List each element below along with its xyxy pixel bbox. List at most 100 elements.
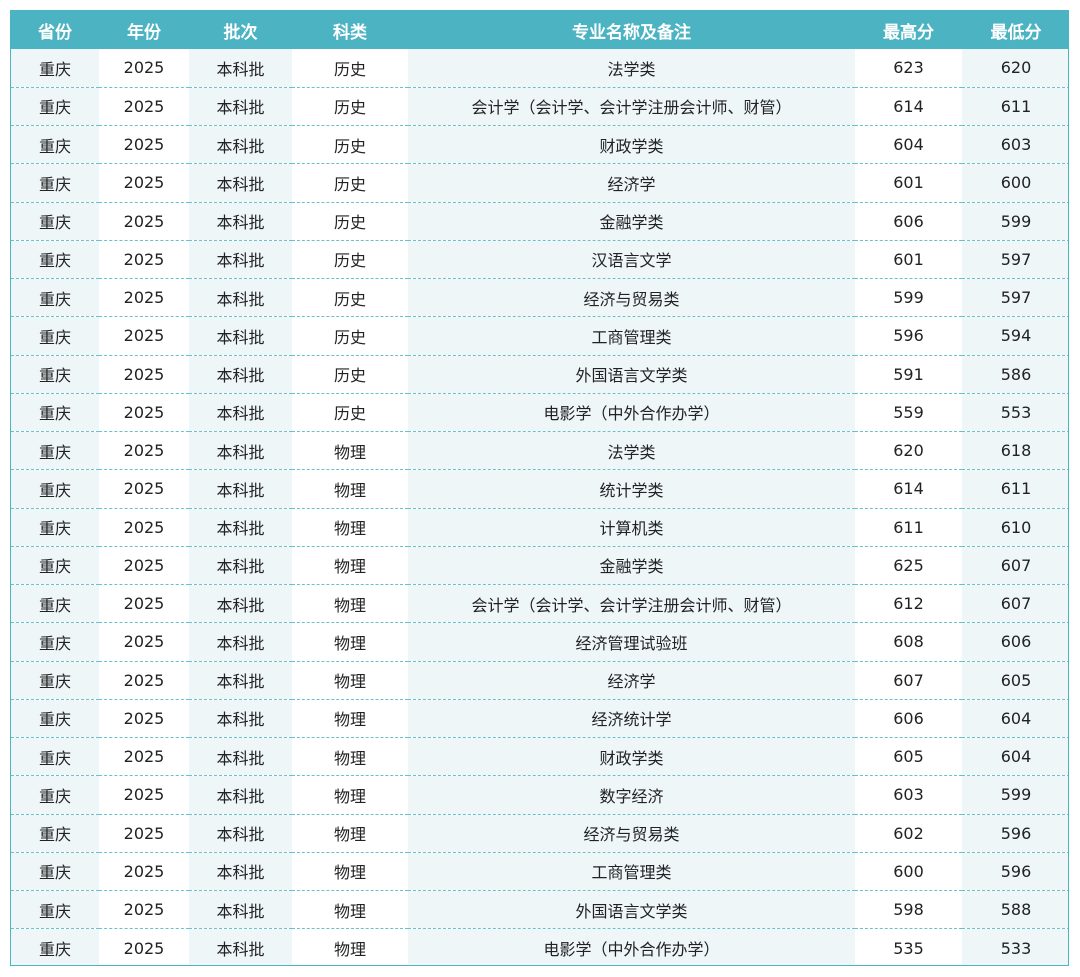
cell-min-score: 533 — [962, 928, 1068, 965]
cell-major-name: 外国语言文学类 — [408, 890, 855, 930]
cell-province: 重庆 — [11, 546, 99, 586]
cell-batch: 本科批 — [189, 278, 292, 318]
cell-max-score: 591 — [855, 355, 962, 394]
table-row: 重庆 2025 本科批 物理 会计学（会计学、会计学注册会计师、财管） 612 607 — [11, 584, 1068, 624]
cell-province: 重庆 — [11, 737, 99, 777]
cell-min-score: 553 — [962, 393, 1068, 433]
cell-major-name: 计算机类 — [408, 508, 855, 547]
cell-subject-category: 物理 — [292, 852, 408, 892]
cell-province: 重庆 — [11, 49, 99, 88]
cell-min-score: 606 — [962, 622, 1068, 662]
table-row: 重庆 2025 本科批 历史 财政学类 604 603 — [11, 125, 1068, 165]
cell-subject-category: 历史 — [292, 49, 408, 88]
cell-subject-category: 物理 — [292, 737, 408, 777]
cell-province: 重庆 — [11, 355, 99, 394]
cell-province: 重庆 — [11, 814, 99, 853]
cell-max-score: 603 — [855, 775, 962, 815]
score-table-container: 省份 年份 批次 科类 专业名称及备注 最高分 最低分 重庆 2025 本科批 历史法… — [10, 10, 1069, 966]
cell-batch: 本科批 — [189, 87, 292, 127]
header-subject-category: 科类 — [333, 22, 367, 43]
cell-subject-category: 物理 — [292, 508, 408, 547]
cell-province: 重庆 — [11, 125, 99, 165]
cell-batch: 本科批 — [189, 661, 292, 700]
table-row: 重庆 2025 本科批 历史 经济与贸易类 599 597 — [11, 278, 1068, 318]
header-major-name: 专业名称及备注 — [572, 22, 691, 43]
cell-max-score: 602 — [855, 814, 962, 853]
cell-major-name: 数字经济 — [408, 775, 855, 815]
cell-major-name: 金融学类 — [408, 202, 855, 241]
cell-max-score: 620 — [855, 431, 962, 471]
cell-min-score: 596 — [962, 852, 1068, 892]
cell-max-score: 606 — [855, 699, 962, 739]
cell-year: 2025 — [99, 890, 189, 930]
cell-province: 重庆 — [11, 852, 99, 892]
cell-major-name: 经济学 — [408, 163, 855, 203]
table-row: 重庆 2025 本科批 历史 会计学（会计学、会计学注册会计师、财管） 614 611 — [11, 87, 1068, 127]
cell-batch: 本科批 — [189, 852, 292, 892]
cell-batch: 本科批 — [189, 431, 292, 471]
cell-year: 2025 — [99, 393, 189, 433]
cell-batch: 本科批 — [189, 584, 292, 624]
cell-subject-category: 历史 — [292, 125, 408, 165]
cell-max-score: 601 — [855, 163, 962, 203]
cell-province: 重庆 — [11, 202, 99, 241]
cell-subject-category: 历史 — [292, 278, 408, 318]
cell-year: 2025 — [99, 775, 189, 815]
cell-batch: 本科批 — [189, 699, 292, 739]
cell-subject-category: 物理 — [292, 661, 408, 700]
table-row: 重庆 2025 本科批 历史 金融学类 606 599 — [11, 202, 1068, 241]
table-row: 重庆 2025 本科批 历史 经济学 601 600 — [11, 163, 1068, 203]
cell-year: 2025 — [99, 240, 189, 280]
cell-major-name: 工商管理类 — [408, 316, 855, 356]
cell-max-score: 559 — [855, 393, 962, 433]
admission-score-table: 省份 年份 批次 科类 专业名称及备注 最高分 最低分 重庆 2025 本科批 历史法… — [11, 11, 1068, 965]
cell-min-score: 603 — [962, 125, 1068, 165]
cell-batch: 本科批 — [189, 622, 292, 662]
cell-max-score: 623 — [855, 49, 962, 88]
cell-max-score: 607 — [855, 661, 962, 700]
table-row: 重庆 2025 本科批 物理 金融学类 625 607 — [11, 546, 1068, 586]
cell-min-score: 607 — [962, 546, 1068, 586]
cell-min-score: 607 — [962, 584, 1068, 624]
cell-max-score: 614 — [855, 87, 962, 127]
table-row: 重庆 2025 本科批 物理 电影学（中外合作办学） 535 533 — [11, 928, 1068, 965]
cell-max-score: 601 — [855, 240, 962, 280]
cell-subject-category: 物理 — [292, 622, 408, 662]
cell-batch: 本科批 — [189, 775, 292, 815]
cell-major-name: 经济学 — [408, 661, 855, 700]
cell-year: 2025 — [99, 546, 189, 586]
cell-batch: 本科批 — [189, 546, 292, 586]
cell-year: 2025 — [99, 355, 189, 394]
cell-min-score: 604 — [962, 699, 1068, 739]
cell-min-score: 594 — [962, 316, 1068, 356]
cell-min-score: 620 — [962, 49, 1068, 88]
cell-province: 重庆 — [11, 469, 99, 509]
cell-province: 重庆 — [11, 393, 99, 433]
cell-major-name: 经济管理试验班 — [408, 622, 855, 662]
table-row: 重庆 2025 本科批 物理 经济与贸易类 602 596 — [11, 814, 1068, 853]
cell-min-score: 610 — [962, 508, 1068, 547]
cell-subject-category: 历史 — [292, 316, 408, 356]
table-row: 重庆 2025 本科批 物理 工商管理类 600 596 — [11, 852, 1068, 892]
header-year: 年份 — [127, 22, 161, 43]
cell-province: 重庆 — [11, 163, 99, 203]
cell-major-name: 法学类 — [408, 49, 855, 88]
cell-subject-category: 物理 — [292, 431, 408, 471]
cell-max-score: 606 — [855, 202, 962, 241]
cell-batch: 本科批 — [189, 469, 292, 509]
cell-year: 2025 — [99, 584, 189, 624]
cell-batch: 本科批 — [189, 928, 292, 965]
cell-batch: 本科批 — [189, 814, 292, 853]
cell-max-score: 600 — [855, 852, 962, 892]
cell-min-score: 600 — [962, 163, 1068, 203]
cell-max-score: 625 — [855, 546, 962, 586]
cell-year: 2025 — [99, 699, 189, 739]
cell-year: 2025 — [99, 928, 189, 965]
cell-max-score: 614 — [855, 469, 962, 509]
cell-major-name: 会计学（会计学、会计学注册会计师、财管） — [408, 584, 855, 624]
cell-major-name: 经济与贸易类 — [408, 278, 855, 318]
cell-max-score: 611 — [855, 508, 962, 547]
cell-province: 重庆 — [11, 431, 99, 471]
cell-max-score: 604 — [855, 125, 962, 165]
table-header-row: 省份 年份 批次 科类 专业名称及备注 最高分 最低分 — [11, 11, 1068, 49]
